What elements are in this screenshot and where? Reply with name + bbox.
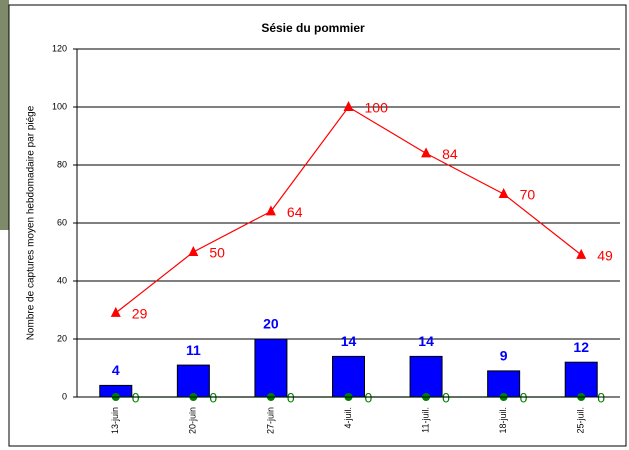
- y-tick-label: 100: [52, 101, 67, 111]
- point-value-label: 100: [365, 100, 389, 116]
- point-value-label: 0: [287, 390, 295, 406]
- bar: [176, 364, 210, 398]
- point-value-label: 0: [132, 390, 140, 406]
- point-value-label: 0: [209, 390, 217, 406]
- photo-edge: [0, 0, 9, 230]
- bar: [409, 355, 443, 398]
- point-marker: [421, 147, 432, 158]
- point-value-label: 29: [132, 306, 148, 322]
- bar: [254, 338, 288, 398]
- y-tick-label: 20: [57, 333, 67, 343]
- bar-value-label: 14: [341, 333, 357, 349]
- x-tick-label: 13-juin: [110, 407, 120, 434]
- x-tick-label: 20-juin: [188, 407, 198, 434]
- point-value-label: 49: [597, 248, 613, 264]
- bar-value-label: 4: [112, 362, 120, 378]
- y-tick-label: 40: [57, 275, 67, 285]
- y-tick-label: 80: [57, 159, 67, 169]
- point-value-label: 70: [520, 187, 536, 203]
- point-value-label: 0: [520, 390, 528, 406]
- y-tick-label: 60: [57, 217, 67, 227]
- x-tick-label: 25-juil.: [576, 407, 586, 434]
- point-marker: [343, 101, 354, 111]
- bar-value-label: 12: [573, 339, 589, 355]
- point-marker: [188, 246, 199, 256]
- point-value-label: 64: [287, 204, 303, 220]
- x-tick-label: 11-juil.: [420, 407, 430, 433]
- x-tick-label: 18-juil.: [498, 407, 508, 434]
- y-axis-label: Nombre de captures moyen hebdomadaire pa…: [26, 105, 37, 340]
- bar-value-label: 9: [500, 348, 508, 364]
- point-value-label: 0: [365, 390, 373, 406]
- point-marker: [110, 306, 121, 317]
- bar: [332, 355, 365, 398]
- point-marker: [576, 248, 587, 259]
- point-value-label: 50: [209, 245, 225, 261]
- bar: [564, 361, 598, 398]
- bar-value-label: 20: [263, 316, 279, 332]
- point-value-label: 0: [442, 390, 450, 406]
- bar: [487, 370, 521, 398]
- point-marker: [498, 188, 509, 198]
- chart-frame: [8, 4, 627, 447]
- point-value-label: 0: [597, 390, 605, 406]
- bar-value-label: 14: [418, 333, 434, 349]
- x-tick-label: 27-juin: [265, 407, 275, 434]
- point-value-label: 84: [442, 146, 458, 162]
- bar-value-label: 11: [186, 342, 201, 358]
- chart-title: Sésie du pommier: [261, 21, 365, 35]
- point-marker: [265, 205, 276, 216]
- y-tick-label: 120: [52, 43, 67, 53]
- x-tick-label: 4-juil.: [343, 407, 353, 429]
- y-tick-label: 0: [62, 391, 67, 401]
